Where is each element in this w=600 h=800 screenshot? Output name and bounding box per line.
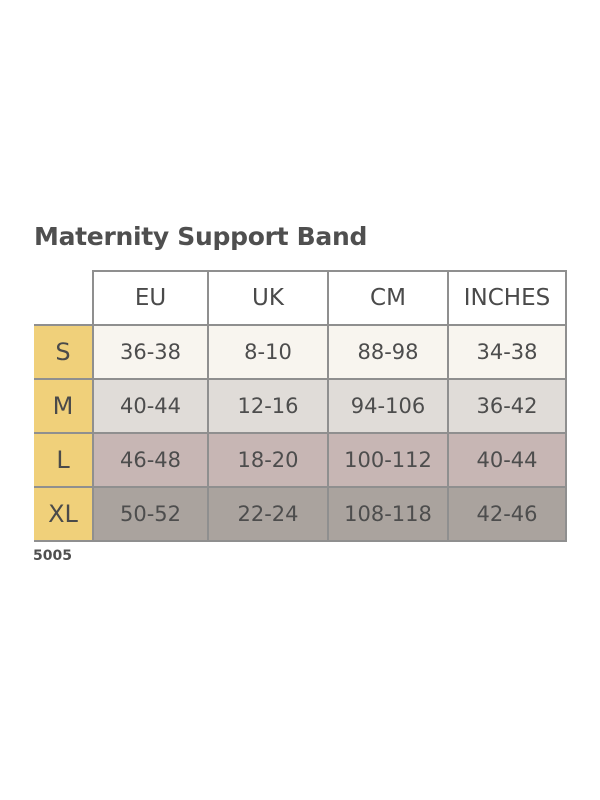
table-row: XL 50-52 22-24 108-118 42-46 bbox=[34, 486, 567, 542]
product-code: 5005 bbox=[33, 548, 72, 564]
column-header-inches: INCHES bbox=[447, 270, 567, 326]
table-cell: 18-20 bbox=[207, 432, 329, 488]
table-cell: 50-52 bbox=[92, 486, 209, 542]
table-row: M 40-44 12-16 94-106 36-42 bbox=[34, 378, 567, 434]
table-row: L 46-48 18-20 100-112 40-44 bbox=[34, 432, 567, 488]
column-header-eu: EU bbox=[92, 270, 209, 326]
size-label: XL bbox=[34, 486, 94, 542]
table-cell: 40-44 bbox=[92, 378, 209, 434]
table-cell: 34-38 bbox=[447, 324, 567, 380]
table-cell: 42-46 bbox=[447, 486, 567, 542]
table-corner bbox=[34, 271, 93, 325]
table-header-row: EU UK CM INCHES bbox=[34, 270, 567, 326]
column-header-uk: UK bbox=[207, 270, 329, 326]
table-cell: 22-24 bbox=[207, 486, 329, 542]
size-label: S bbox=[34, 324, 94, 380]
table-cell: 46-48 bbox=[92, 432, 209, 488]
table-cell: 40-44 bbox=[447, 432, 567, 488]
chart-title: Maternity Support Band bbox=[34, 222, 368, 251]
table-cell: 8-10 bbox=[207, 324, 329, 380]
table-row: S 36-38 8-10 88-98 34-38 bbox=[34, 324, 567, 380]
table-cell: 100-112 bbox=[327, 432, 449, 488]
table-cell: 36-42 bbox=[447, 378, 567, 434]
table-cell: 88-98 bbox=[327, 324, 449, 380]
column-header-cm: CM bbox=[327, 270, 449, 326]
table-cell: 108-118 bbox=[327, 486, 449, 542]
table-cell: 36-38 bbox=[92, 324, 209, 380]
size-label: L bbox=[34, 432, 94, 488]
table-cell: 94-106 bbox=[327, 378, 449, 434]
size-label: M bbox=[34, 378, 94, 434]
table-cell: 12-16 bbox=[207, 378, 329, 434]
size-chart-table: EU UK CM INCHES S 36-38 8-10 88-98 34-38… bbox=[34, 270, 567, 542]
